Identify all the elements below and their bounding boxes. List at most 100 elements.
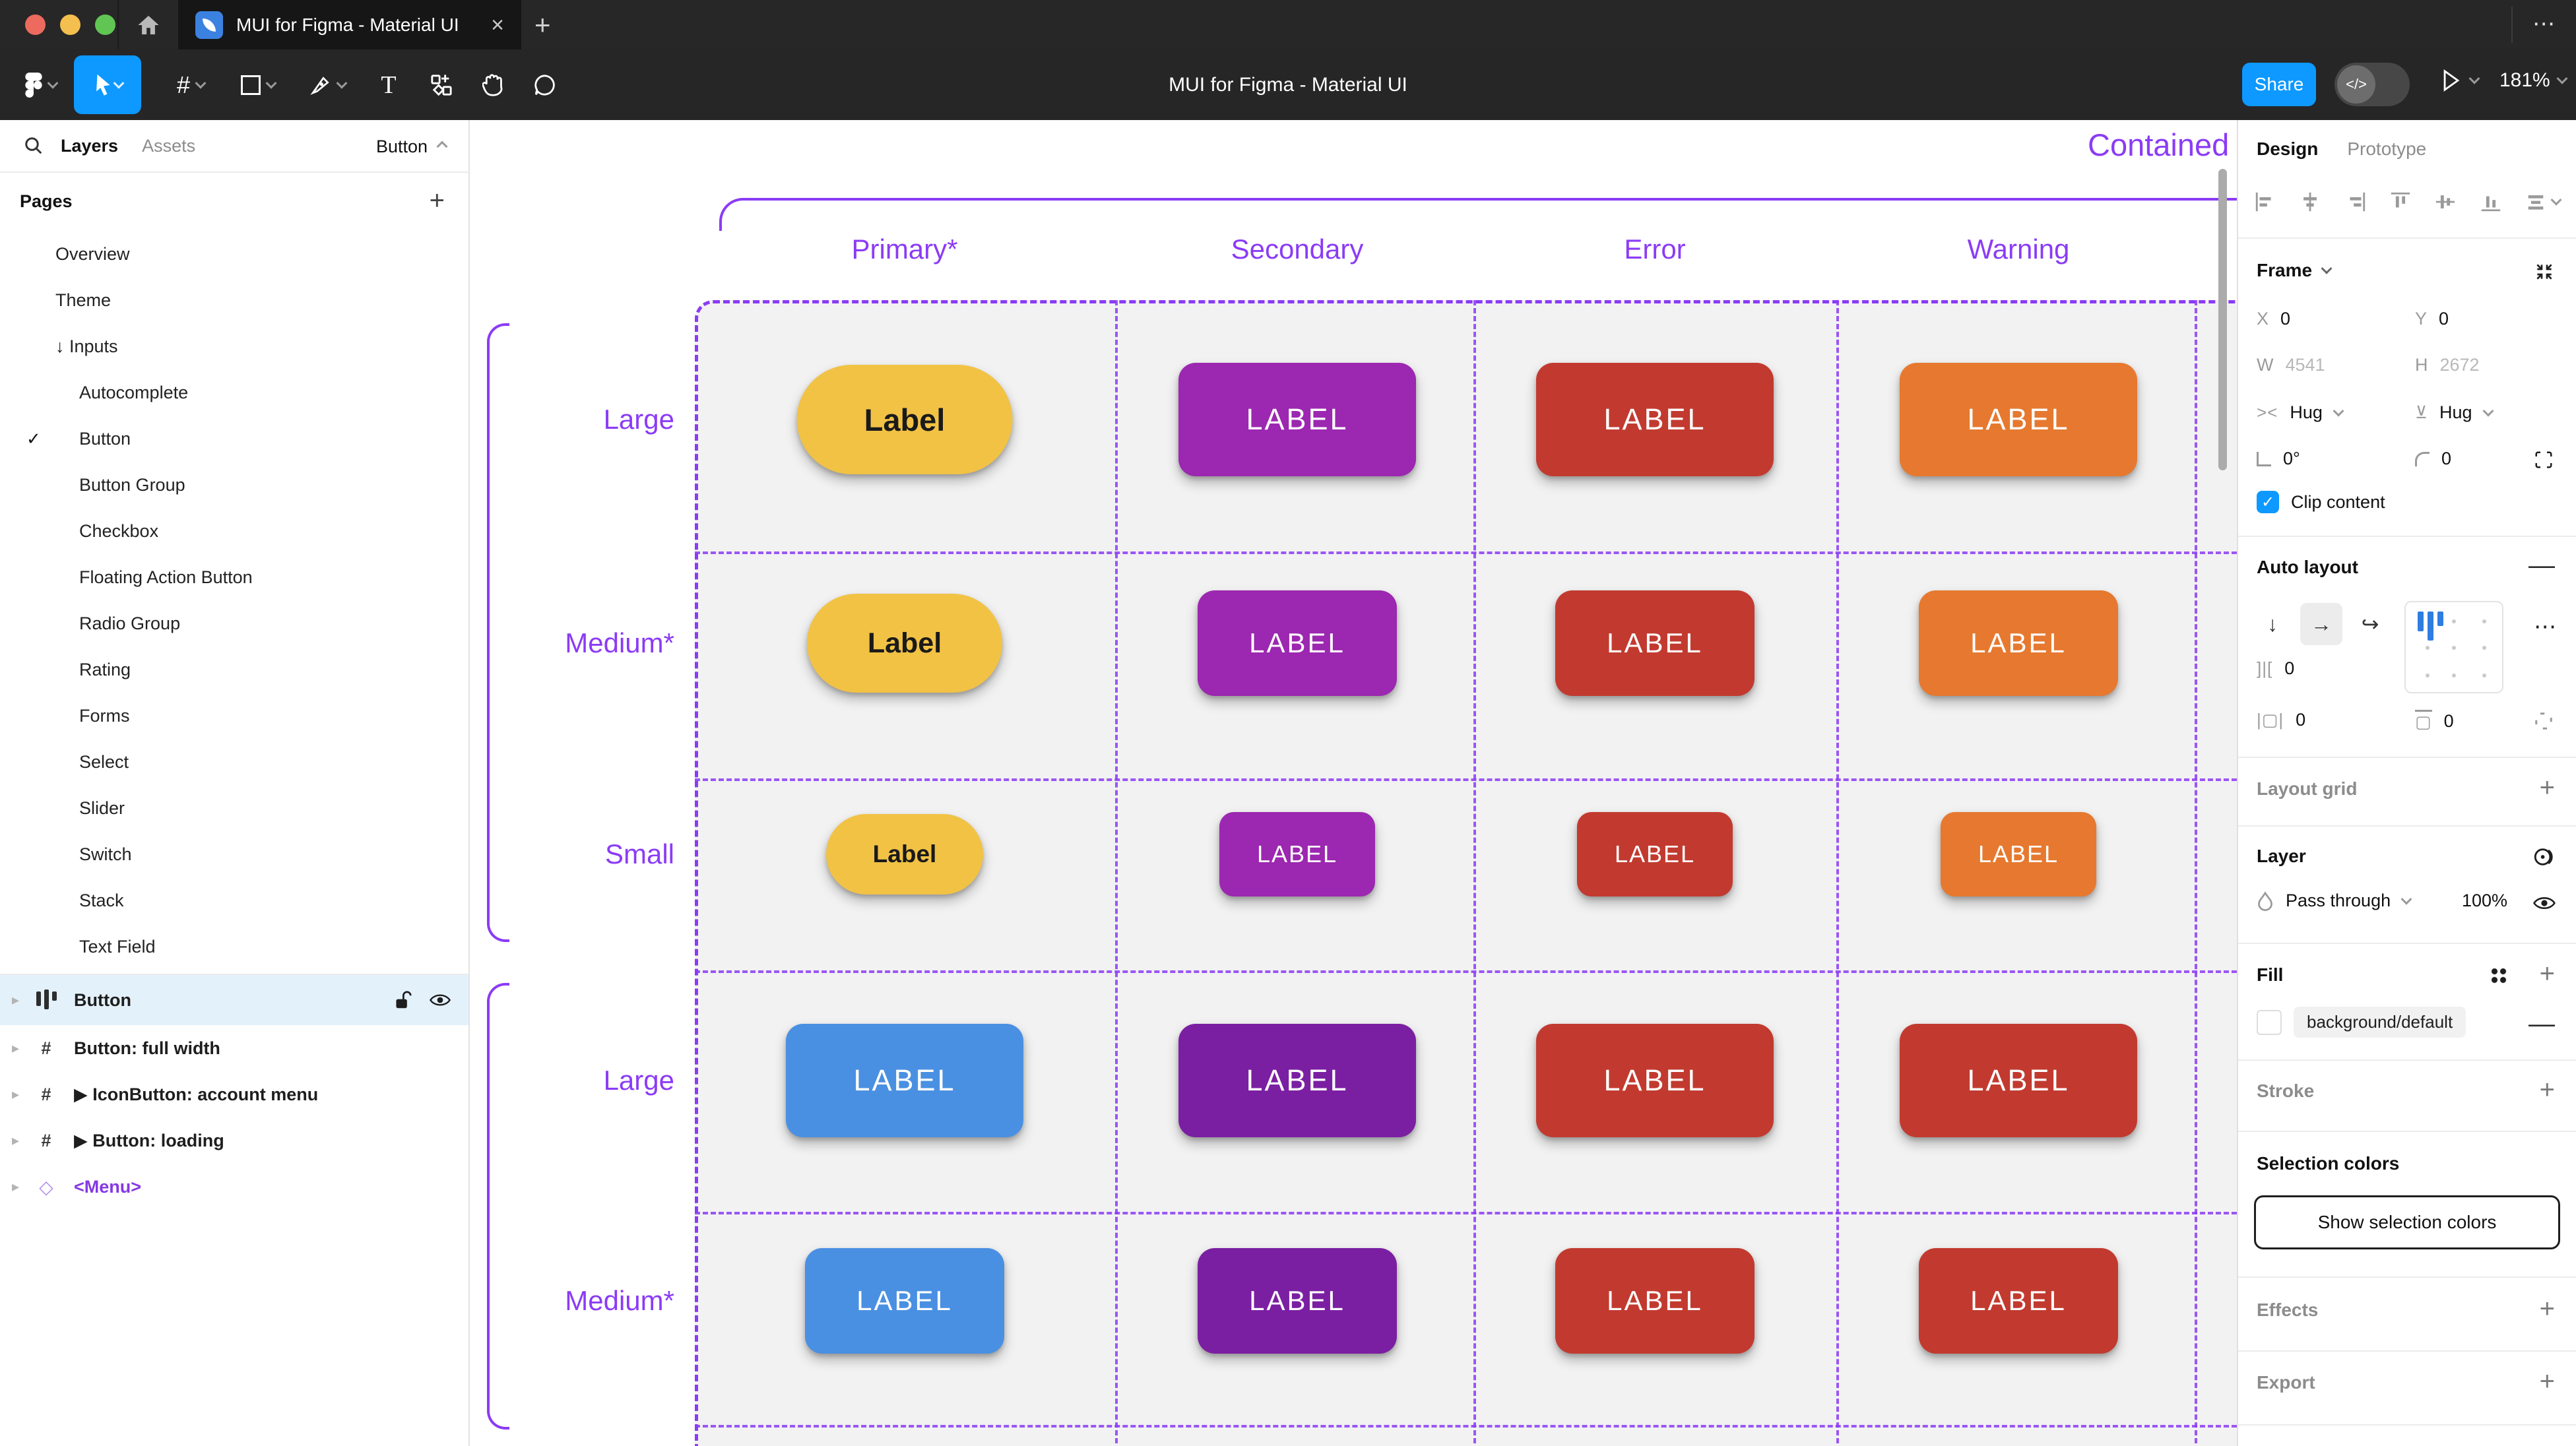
rotation-field[interactable]: 0° bbox=[2257, 449, 2300, 469]
height-field[interactable]: H 2672 bbox=[2415, 355, 2480, 375]
window-more-menu-icon[interactable]: ⋯ bbox=[2532, 11, 2558, 36]
text-tool-button[interactable]: T bbox=[381, 71, 397, 99]
mui-button-variant[interactable]: LABEL bbox=[1536, 1024, 1774, 1137]
distribute-menu[interactable] bbox=[2525, 191, 2562, 213]
layer-item-button[interactable]: ▸ Button bbox=[0, 975, 468, 1025]
corner-radius-field[interactable]: 0 bbox=[2415, 449, 2451, 469]
page-item-autocomplete[interactable]: Autocomplete bbox=[0, 369, 468, 416]
page-item-radio-group[interactable]: Radio Group bbox=[0, 600, 468, 646]
remove-auto-layout-button[interactable]: — bbox=[2528, 551, 2555, 580]
page-item-text-field[interactable]: Text Field bbox=[0, 924, 468, 970]
hand-tool-button[interactable] bbox=[470, 49, 516, 120]
align-h-center-icon[interactable] bbox=[2299, 191, 2321, 213]
mui-button-variant[interactable]: LABEL bbox=[1919, 590, 2118, 696]
vertical-padding-field[interactable]: ▢ 0 bbox=[2415, 710, 2454, 732]
page-item-forms[interactable]: Forms bbox=[0, 693, 468, 739]
close-window-button[interactable] bbox=[25, 15, 46, 35]
auto-layout-vertical-button[interactable]: ↓ bbox=[2267, 612, 2278, 636]
add-effect-button[interactable]: + bbox=[2539, 1294, 2555, 1323]
mui-button-variant[interactable]: LABEL bbox=[1577, 812, 1733, 896]
tab-layers[interactable]: Layers bbox=[61, 135, 119, 156]
mui-button-variant[interactable]: Label bbox=[807, 594, 1002, 693]
search-icon[interactable] bbox=[24, 136, 44, 156]
vertical-resizing-dropdown[interactable]: ⊻ Hug bbox=[2415, 402, 2494, 423]
clip-content-checkbox[interactable]: ✓ Clip content bbox=[2257, 491, 2385, 513]
layer-item--menu-[interactable]: ▸ ◇ <Menu> bbox=[0, 1164, 468, 1210]
layer-item-iconbutton-account-menu[interactable]: ▸ # ▶ IconButton: account menu bbox=[0, 1071, 468, 1117]
add-layout-grid-button[interactable]: + bbox=[2539, 773, 2555, 802]
main-menu-button[interactable] bbox=[15, 49, 67, 120]
page-dropdown[interactable]: Button bbox=[376, 120, 448, 173]
mui-button-variant[interactable]: LABEL bbox=[1198, 1248, 1397, 1354]
mui-button-variant[interactable]: Label bbox=[826, 814, 983, 895]
fill-style-token[interactable]: background/default bbox=[2294, 1007, 2466, 1038]
mui-button-variant[interactable]: LABEL bbox=[1900, 363, 2137, 476]
expand-chevron-icon[interactable]: ▸ bbox=[12, 1086, 20, 1102]
auto-layout-wrap-button[interactable]: ↪ bbox=[2361, 612, 2379, 636]
layer-item-button-full-width[interactable]: ▸ # Button: full width bbox=[0, 1025, 468, 1071]
page-item-overview[interactable]: Overview bbox=[0, 231, 468, 277]
page-item-button-group[interactable]: Button Group bbox=[0, 462, 468, 508]
mui-button-variant[interactable]: LABEL bbox=[786, 1024, 1023, 1137]
page-item-checkbox[interactable]: Checkbox bbox=[0, 508, 468, 554]
unlock-icon[interactable] bbox=[393, 990, 412, 1010]
show-selection-colors-button[interactable]: Show selection colors bbox=[2254, 1195, 2560, 1249]
mui-button-variant[interactable]: LABEL bbox=[1555, 1248, 1755, 1354]
expand-chevron-icon[interactable]: ▸ bbox=[12, 1178, 20, 1195]
expand-chevron-icon[interactable]: ▸ bbox=[12, 991, 20, 1008]
gap-field[interactable]: ]|[ 0 bbox=[2257, 658, 2295, 678]
expand-chevron-icon[interactable]: ▸ bbox=[12, 1132, 20, 1148]
tab-prototype[interactable]: Prototype bbox=[2347, 139, 2427, 159]
fill-styles-icon[interactable] bbox=[2490, 967, 2507, 984]
page-item-floating-action-button[interactable]: Floating Action Button bbox=[0, 554, 468, 600]
add-page-button[interactable]: + bbox=[429, 186, 445, 215]
present-button[interactable] bbox=[2441, 69, 2480, 92]
align-bottom-icon[interactable] bbox=[2480, 191, 2502, 213]
eye-icon[interactable] bbox=[429, 991, 451, 1009]
zoom-menu[interactable]: 181% bbox=[2499, 69, 2568, 92]
minimize-window-button[interactable] bbox=[60, 15, 80, 35]
page-item-stack[interactable]: Stack bbox=[0, 877, 468, 924]
comment-tool-button[interactable] bbox=[521, 49, 567, 120]
frame-title-label[interactable]: Contained bbox=[2088, 127, 2230, 162]
independent-corners-icon[interactable] bbox=[2534, 450, 2554, 470]
mui-button-variant[interactable]: LABEL bbox=[1900, 1024, 2137, 1137]
dev-mode-toggle[interactable]: </> bbox=[2334, 63, 2410, 106]
shape-tool-button[interactable] bbox=[228, 49, 288, 120]
collapse-frame-icon[interactable] bbox=[2534, 261, 2555, 282]
add-stroke-button[interactable]: + bbox=[2539, 1075, 2555, 1104]
page-item-button[interactable]: ✓ Button bbox=[0, 416, 468, 462]
alignment-widget[interactable] bbox=[2404, 601, 2503, 693]
maximize-window-button[interactable] bbox=[95, 15, 115, 35]
mui-button-variant[interactable]: LABEL bbox=[1178, 1024, 1416, 1137]
close-tab-icon[interactable]: × bbox=[491, 12, 504, 38]
tab-design[interactable]: Design bbox=[2257, 139, 2319, 159]
align-right-icon[interactable] bbox=[2344, 191, 2367, 213]
move-tool-button[interactable] bbox=[74, 55, 141, 114]
page-item-theme[interactable]: Theme bbox=[0, 277, 468, 323]
home-tab[interactable] bbox=[117, 0, 178, 49]
frame-tool-button[interactable]: # bbox=[161, 49, 220, 120]
opacity-field[interactable]: 100% bbox=[2461, 891, 2507, 910]
mui-button-variant[interactable]: LABEL bbox=[1941, 812, 2096, 896]
mui-button-variant[interactable]: LABEL bbox=[1178, 363, 1416, 476]
layer-item-button-loading[interactable]: ▸ # ▶ Button: loading bbox=[0, 1117, 468, 1164]
canvas[interactable]: Contained Primary* Secondary Error Warning … bbox=[470, 120, 2237, 1446]
blend-mode-icon[interactable] bbox=[2532, 846, 2555, 868]
page-item-switch[interactable]: Switch bbox=[0, 831, 468, 877]
page-item-select[interactable]: Select bbox=[0, 739, 468, 785]
expand-chevron-icon[interactable]: ▸ bbox=[12, 1040, 20, 1056]
add-fill-button[interactable]: + bbox=[2539, 959, 2555, 988]
mui-button-variant[interactable]: LABEL bbox=[1219, 812, 1375, 896]
pen-tool-button[interactable] bbox=[298, 49, 358, 120]
vertical-scrollbar[interactable] bbox=[2218, 169, 2227, 470]
tab-assets[interactable]: Assets bbox=[142, 135, 196, 156]
blend-mode-dropdown[interactable]: Pass through bbox=[2257, 891, 2412, 911]
fill-row[interactable]: background/default bbox=[2257, 1007, 2466, 1038]
align-left-icon[interactable] bbox=[2254, 191, 2276, 213]
horizontal-padding-field[interactable]: |▢| 0 bbox=[2257, 710, 2306, 730]
mui-button-variant[interactable]: LABEL bbox=[1198, 590, 1397, 696]
share-button[interactable]: Share bbox=[2242, 63, 2316, 106]
